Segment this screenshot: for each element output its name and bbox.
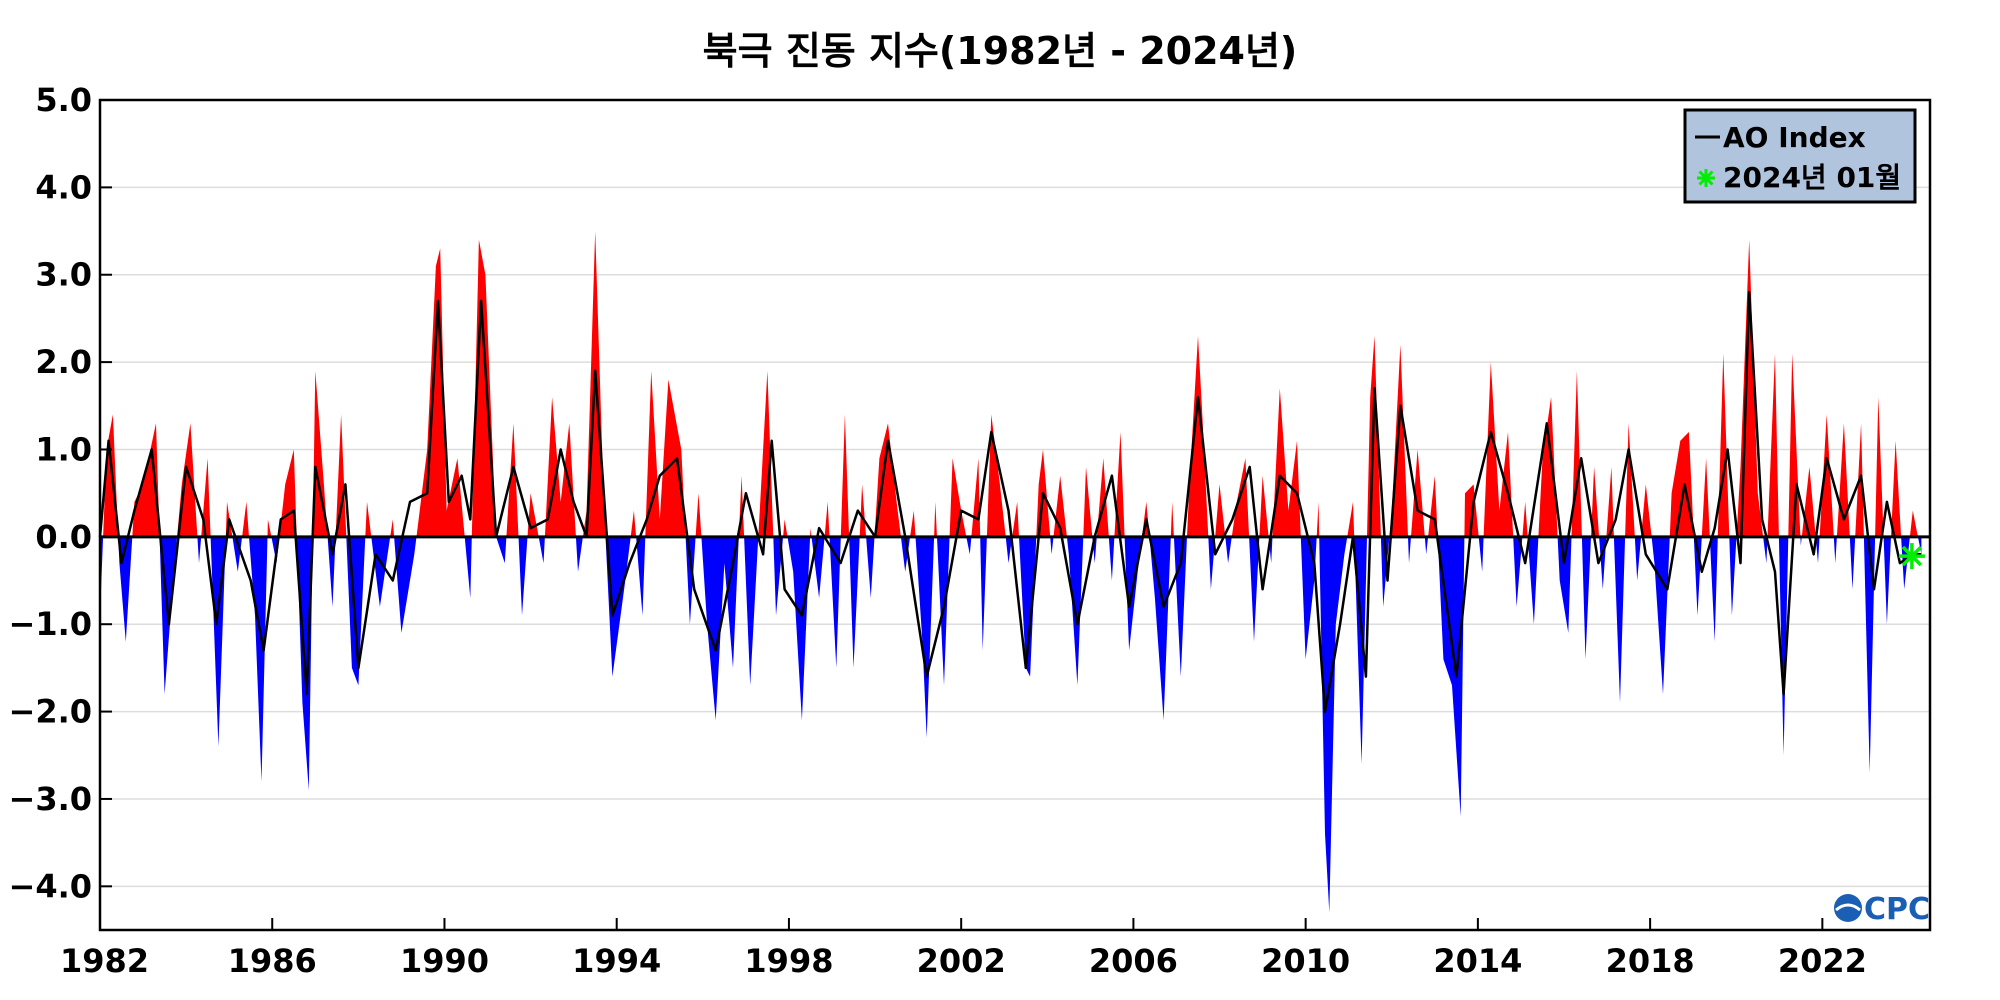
y-tick-label: 2.0 [35, 343, 92, 381]
x-tick-label: 2018 [1606, 942, 1695, 980]
y-axis-ticks: 5.0 4.0 3.0 2.0 1.0 0.0 −1.0 −2.0 −3.0 −4.0 [9, 81, 112, 905]
x-axis-ticks: 1982 1986 1990 1994 1998 2002 2006 2010 2014 2018… [60, 918, 1867, 980]
legend-star-icon [1697, 169, 1715, 187]
logo-text: CPC [1864, 892, 1930, 927]
x-tick-label: 2014 [1433, 942, 1522, 980]
legend: AO Index 2024년 01월 [1683, 108, 1917, 204]
x-tick-label: 1990 [400, 942, 489, 980]
plot-border [98, 98, 1932, 932]
y-tick-label: −4.0 [9, 867, 93, 905]
x-tick-label: 2022 [1778, 942, 1867, 980]
noaa-logo-icon: CPC [1834, 892, 1930, 927]
y-tick-label: −1.0 [9, 605, 93, 643]
x-tick-label: 2006 [1089, 942, 1178, 980]
grid-lines [100, 99, 1930, 888]
smoothed-line [98, 290, 1922, 713]
y-tick-label: 3.0 [35, 256, 92, 294]
x-tick-label: 1998 [744, 942, 833, 980]
y-tick-label: 1.0 [35, 430, 92, 468]
x-tick-label: 2010 [1261, 942, 1350, 980]
y-tick-label: −3.0 [9, 780, 93, 818]
positive-area [100, 231, 1922, 537]
chart-title: 북극 진동 지수(1982년 - 2024년) [703, 29, 1298, 73]
highlight-star-icon [1898, 543, 1925, 570]
plot-frame [98, 98, 1932, 932]
highlight-marker [1898, 543, 1925, 570]
y-tick-label: −2.0 [9, 693, 93, 731]
x-tick-label: 1986 [228, 942, 317, 980]
noaa-logo-circle [1834, 894, 1862, 922]
x-tick-label: 2002 [917, 942, 1006, 980]
area-fill [100, 231, 1922, 913]
x-tick-label: 1994 [572, 942, 661, 980]
legend-marker-label: 2024년 01월 [1723, 161, 1901, 194]
legend-box [1683, 108, 1917, 204]
y-tick-label: 5.0 [35, 81, 92, 119]
y-tick-label: 4.0 [35, 168, 92, 206]
legend-line-label: AO Index [1723, 121, 1866, 154]
x-tick-label: 1982 [60, 942, 149, 980]
negative-area [100, 536, 1922, 913]
ao-index-line [98, 290, 1922, 713]
y-tick-label: 0.0 [35, 518, 92, 556]
